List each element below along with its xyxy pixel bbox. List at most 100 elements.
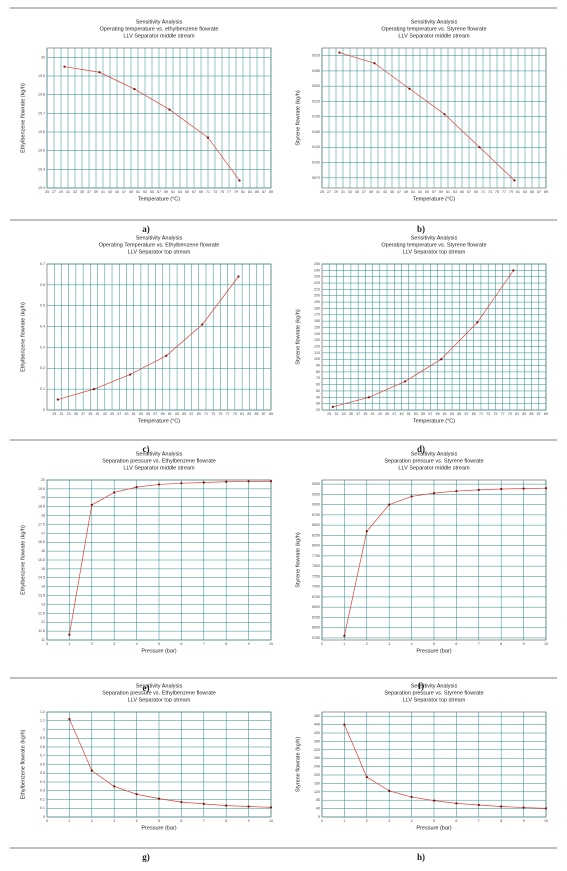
x-tick-label: 7 [203, 642, 205, 646]
x-tick-label: 9 [248, 819, 250, 823]
x-tick-label: 1 [68, 642, 70, 646]
chart-title: Operating Temperature vs. Ethylbenzene f… [99, 242, 220, 248]
x-tick-label: 8 [500, 819, 502, 823]
data-point [206, 136, 210, 139]
chart-title: Operating temperature vs. Styrene flowra… [381, 26, 486, 32]
y-tick-label: 17 [41, 531, 45, 535]
x-tick-label: 8 [225, 642, 227, 646]
x-tick-label: 69 [472, 412, 476, 416]
x-tick-label: 81 [515, 412, 519, 416]
data-point [202, 802, 205, 805]
data-point [135, 486, 138, 489]
x-tick-label: 31 [66, 190, 70, 194]
chart-title: LLV Separator top stream [403, 249, 466, 255]
x-tick-label: 55 [146, 412, 150, 416]
x-tick-label: 79 [509, 190, 513, 194]
x-tick-label: 53 [139, 412, 143, 416]
x-tick-label: 9 [248, 642, 250, 646]
data-point [388, 503, 391, 506]
y-axis-label: Styrene flowrate (kg/h) [295, 737, 301, 792]
x-tick-label: 75 [220, 190, 224, 194]
data-point [237, 275, 240, 278]
data-point [168, 108, 171, 111]
x-tick-label: 79 [508, 412, 512, 416]
data-point [373, 62, 376, 65]
x-tick-label: 37 [356, 412, 360, 416]
chart-title: Separation pressure vs. Ethylbenzene flo… [102, 690, 216, 696]
x-tick-label: 55 [150, 190, 154, 194]
x-tick-label: 1 [68, 819, 70, 823]
y-tick-label: 17.5 [38, 522, 45, 526]
x-tick-label: 53 [418, 190, 422, 194]
data-point [455, 802, 458, 805]
x-tick-label: 51 [136, 190, 140, 194]
y-tick-label: 130 [314, 338, 320, 342]
y-tick-label: 14 [41, 585, 45, 589]
data-point [432, 799, 436, 802]
y-tick-label: 1.1 [40, 719, 45, 723]
y-axis-label: Ethylbenzene flowrate (kg/h) [20, 729, 26, 799]
y-tick-label: 9250 [312, 84, 320, 88]
x-tick-label: 39 [94, 190, 98, 194]
data-point [269, 480, 273, 483]
y-tick-label: 90 [316, 364, 320, 368]
x-tick-label: 61 [443, 412, 447, 416]
x-tick-label: 1 [343, 819, 345, 823]
x-tick-label: 71 [479, 412, 483, 416]
y-tick-label: 9100 [312, 160, 320, 164]
y-tick-label: 19.3 [38, 186, 45, 190]
x-tick-label: 10 [544, 642, 548, 646]
x-tick-label: 51 [407, 412, 411, 416]
x-tick-label: 41 [371, 412, 375, 416]
x-tick-label: 77 [226, 412, 230, 416]
x-tick-label: 45 [115, 190, 119, 194]
y-tick-label: 0 [43, 815, 45, 819]
chart-title: Operating temperature vs. ethylbenzene f… [100, 26, 219, 32]
chart-title: LLV Separator middle stream [398, 33, 470, 39]
y-tick-label: 8000 [312, 544, 320, 548]
chart-title: LLV Separator top stream [403, 697, 466, 703]
data-point [128, 373, 132, 376]
x-tick-label: 39 [369, 190, 373, 194]
x-tick-label: 35 [74, 412, 78, 416]
y-tick-label: 180 [314, 306, 320, 310]
x-tick-label: 69 [197, 412, 201, 416]
x-tick-label: 27 [52, 190, 56, 194]
data-point [522, 487, 525, 490]
x-tick-label: 73 [486, 412, 490, 416]
x-tick-label: 33 [73, 190, 77, 194]
data-point [113, 491, 116, 494]
x-tick-label: 43 [378, 412, 382, 416]
data-point [165, 354, 168, 357]
x-tick-label: 47 [122, 190, 126, 194]
x-axis-label: Pressure (bar) [416, 825, 451, 831]
y-tick-label: 0.6 [40, 762, 45, 766]
data-point [90, 503, 93, 506]
data-point [432, 492, 436, 495]
y-axis-label: Styrene flowrate (kg/h) [295, 309, 301, 364]
x-tick-label: 31 [59, 412, 63, 416]
chart-title: LLV Separator top stream [128, 249, 191, 255]
x-tick-label: 2 [91, 819, 93, 823]
x-tick-label: 49 [129, 190, 133, 194]
y-tick-label: 13 [41, 602, 45, 606]
data-point [343, 634, 346, 637]
x-tick-label: 87 [262, 190, 266, 194]
y-tick-label: 70 [316, 376, 320, 380]
x-tick-label: 43 [383, 190, 387, 194]
x-tick-label: 81 [241, 190, 245, 194]
x-tick-label: 75 [218, 412, 222, 416]
data-point [410, 495, 413, 498]
chart-title: Sensitivity Analysis [136, 19, 183, 25]
y-tick-label: 0.2 [40, 366, 45, 370]
y-tick-label: 9130 [312, 145, 320, 149]
x-tick-label: 45 [390, 190, 394, 194]
y-axis-label: Styrene flowrate (kg/h) [295, 532, 301, 587]
y-tick-label: 360 [314, 739, 320, 743]
x-tick-label: 61 [168, 412, 172, 416]
x-tick-label: 7 [478, 642, 480, 646]
y-tick-label: 240 [314, 765, 320, 769]
y-tick-label: 7500 [312, 564, 320, 568]
y-tick-label: 30 [316, 402, 320, 406]
